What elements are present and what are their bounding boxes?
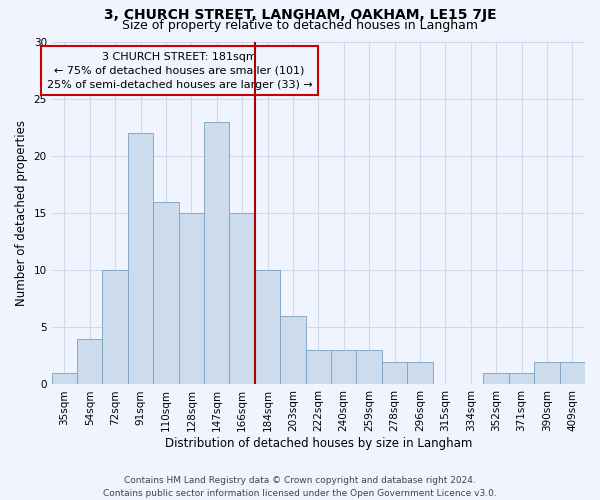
Bar [103,270,128,384]
Bar [509,373,534,384]
Bar [229,213,255,384]
Bar [280,316,305,384]
Text: Contains HM Land Registry data © Crown copyright and database right 2024.
Contai: Contains HM Land Registry data © Crown c… [103,476,497,498]
Bar [52,373,77,384]
Bar [204,122,229,384]
Bar [534,362,560,384]
Bar [255,270,280,384]
Bar [179,213,204,384]
Bar [128,133,153,384]
Y-axis label: Number of detached properties: Number of detached properties [15,120,28,306]
Bar [560,362,585,384]
Text: Size of property relative to detached houses in Langham: Size of property relative to detached ho… [122,19,478,32]
Bar [382,362,407,384]
Bar [77,338,103,384]
Bar [331,350,356,384]
Text: 3 CHURCH STREET: 181sqm
← 75% of detached houses are smaller (101)
25% of semi-d: 3 CHURCH STREET: 181sqm ← 75% of detache… [47,52,313,90]
Bar [407,362,433,384]
Text: 3, CHURCH STREET, LANGHAM, OAKHAM, LE15 7JE: 3, CHURCH STREET, LANGHAM, OAKHAM, LE15 … [104,8,496,22]
Bar [153,202,179,384]
Bar [484,373,509,384]
X-axis label: Distribution of detached houses by size in Langham: Distribution of detached houses by size … [164,437,472,450]
Bar [356,350,382,384]
Bar [305,350,331,384]
